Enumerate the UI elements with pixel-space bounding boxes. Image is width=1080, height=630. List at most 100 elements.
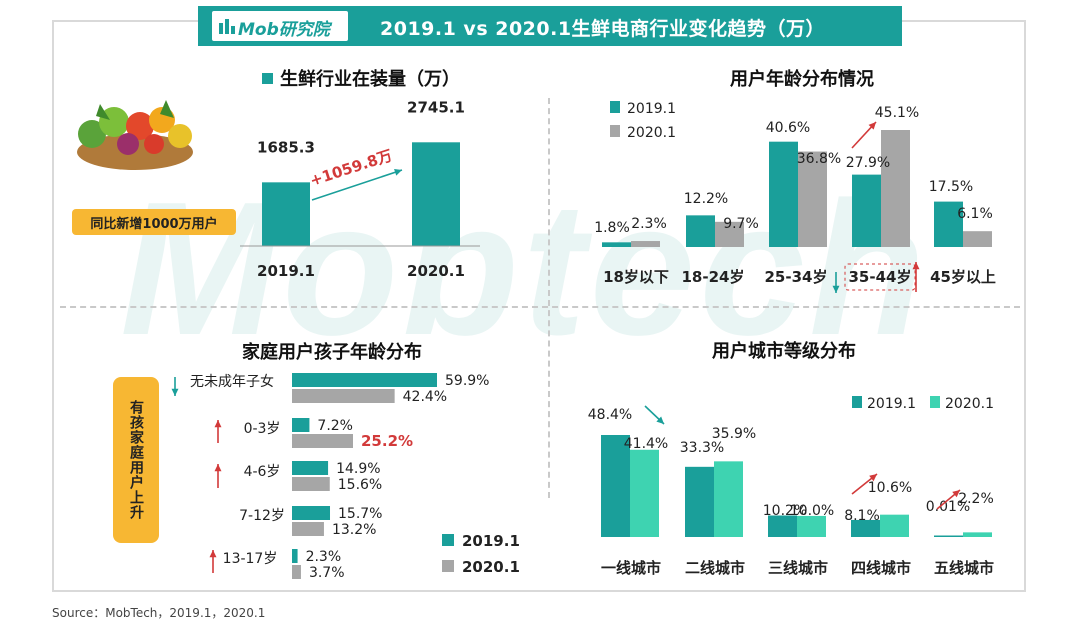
age-bar-2020.1-35-44岁 (881, 130, 910, 247)
age-bar-2020.1-18岁以下 (631, 241, 660, 247)
age-value-label: 36.8% (797, 151, 841, 167)
kids-value-label: 7.2% (317, 418, 353, 434)
header-title: 2019.1 vs 2020.1生鲜电商行业变化趋势（万） (380, 18, 826, 40)
age-category-label: 25-34岁 (765, 268, 828, 286)
kids-bar-2020.1-0-3岁 (292, 434, 354, 448)
city-legend-2020-swatch (930, 396, 940, 408)
city-title: 用户城市等级分布 (712, 340, 856, 362)
city-category-label: 二线城市 (685, 559, 745, 577)
kids-bar-2019.1-7-12岁 (292, 506, 331, 520)
kids-legend-2019-swatch (442, 534, 454, 546)
age-up-arrow-head (912, 262, 920, 270)
age-legend-2020-swatch (610, 125, 620, 137)
kids-value-label: 2.3% (306, 549, 342, 565)
age-bar-2019.1-18岁以下 (602, 242, 631, 247)
city-bar-2020.1-二线城市 (714, 461, 743, 537)
installs-title-marker (262, 73, 273, 84)
kids-value-label: 59.9% (445, 373, 489, 389)
new-users-badge: 同比新增1000万用户 (72, 209, 236, 235)
age-category-label: 35-44岁 (849, 268, 912, 286)
city-value-label: 33.3% (680, 440, 724, 456)
age-value-label: 12.2% (684, 191, 728, 207)
installs-category-label: 2019.1 (257, 262, 315, 280)
kids-bar-2020.1-13-17岁 (292, 565, 301, 579)
kids-value-label: 13.2% (332, 522, 376, 538)
city-up-arrow-tier4-head (869, 474, 877, 482)
age-legend-2019-swatch (610, 101, 620, 113)
age-bar-2019.1-35-44岁 (852, 174, 881, 247)
installs-growth-arrow (311, 169, 403, 201)
kids-legend-2020-label: 2020.1 (462, 558, 520, 576)
city-bar-2019.1-三线城市 (768, 515, 797, 537)
kids-bar-2020.1-7-12岁 (292, 522, 324, 536)
installs-value-label: 1685.3 (257, 138, 315, 156)
kids-title: 家庭用户孩子年龄分布 (242, 341, 422, 363)
kids-up-arrow-0-3-head (214, 420, 222, 428)
age-category-label: 18-24岁 (682, 268, 745, 286)
city-bar-2019.1-二线城市 (685, 466, 714, 537)
age-value-label: 40.6% (766, 120, 810, 136)
age-growth-arrow-head (868, 122, 876, 130)
city-category-label: 五线城市 (934, 559, 994, 577)
age-category-label: 45岁以上 (930, 268, 996, 286)
logo-icon (219, 19, 235, 34)
city-bar-2019.1-五线城市 (934, 535, 963, 537)
age-bar-2019.1-18-24岁 (686, 215, 715, 247)
city-legend-2019-label: 2019.1 (867, 396, 916, 412)
city-down-arrow-head (656, 416, 664, 424)
city-category-label: 四线城市 (851, 559, 911, 577)
vegetable-basket-icon (77, 100, 193, 170)
age-legend-2020-label: 2020.1 (627, 125, 676, 141)
kids-bar-2020.1-4-6岁 (292, 477, 330, 491)
city-bar-2019.1-四线城市 (851, 519, 880, 537)
kids-value-label: 42.4% (403, 389, 447, 405)
logo-text: Mob研究院 (238, 20, 330, 40)
city-value-label: 8.1% (844, 508, 880, 524)
age-value-label: 2.3% (631, 216, 667, 232)
city-up-arrow-tier5-head (952, 490, 960, 498)
city-value-label: 0.01% (926, 499, 970, 515)
header-banner: Mob研究院 2019.1 vs 2020.1生鲜电商行业变化趋势（万） (198, 6, 902, 46)
kids-value-label: 14.9% (336, 461, 380, 477)
age-value-label: 17.5% (929, 179, 973, 195)
kids-category-label: 7-12岁 (239, 508, 285, 524)
kids-value-label: 25.2% (361, 432, 413, 450)
installs-growth-arrow-head (394, 168, 402, 176)
kids-category-label: 4-6岁 (244, 464, 281, 480)
age-value-label: 1.8% (594, 220, 630, 236)
city-category-label: 三线城市 (768, 559, 828, 577)
kids-legend-2019-label: 2019.1 (462, 532, 520, 550)
kids-bar-2019.1-0-3岁 (292, 418, 310, 432)
logo: Mob研究院 (212, 11, 348, 41)
age-bar-2020.1-25-34岁 (798, 151, 827, 247)
kids-bar-2019.1-无未成年子女 (292, 373, 437, 387)
city-value-label: 2.2% (958, 491, 994, 507)
age-value-label: 6.1% (957, 206, 993, 222)
kids-category-label: 无未成年子女 (190, 373, 274, 390)
source-note: Source：MobTech，2019.1，2020.1 (52, 606, 266, 620)
installs-growth-annotation: +1059.8万 (308, 146, 395, 190)
age-value-label: 45.1% (875, 105, 919, 121)
city-bar-2019.1-一线城市 (601, 435, 630, 537)
city-legend-2019-swatch (852, 396, 862, 408)
age-down-arrow-head (832, 285, 840, 293)
city-value-label: 35.9% (712, 426, 756, 442)
kids-category-label: 13-17岁 (223, 551, 278, 567)
age-bar-2019.1-45岁以上 (934, 201, 963, 247)
city-value-label: 10.2% (763, 503, 807, 519)
kids-bar-2020.1-无未成年子女 (292, 389, 395, 403)
age-legend-2019-label: 2019.1 (627, 101, 676, 117)
city-bar-2020.1-三线城市 (797, 515, 826, 537)
city-bar-2020.1-四线城市 (880, 514, 909, 537)
age-value-label: 27.9% (846, 155, 890, 171)
installs-category-label: 2020.1 (407, 262, 465, 280)
city-bar-2020.1-一线城市 (630, 449, 659, 537)
city-value-label: 41.4% (624, 436, 668, 452)
age-bar-2019.1-25-34岁 (769, 141, 798, 247)
kids-bar-2019.1-13-17岁 (292, 549, 298, 563)
installs-bar-2019.1 (262, 182, 310, 246)
city-value-label: 48.4% (588, 407, 632, 423)
city-category-label: 一线城市 (601, 559, 661, 577)
installs-bar-2020.1 (412, 142, 460, 246)
